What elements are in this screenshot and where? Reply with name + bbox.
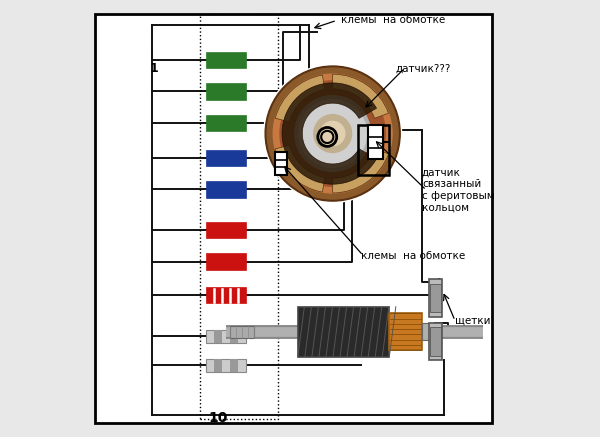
Bar <box>206 52 245 68</box>
Bar <box>275 152 287 175</box>
Bar <box>428 323 442 360</box>
Bar <box>214 329 222 343</box>
Bar <box>200 14 278 419</box>
Circle shape <box>295 96 370 171</box>
Text: клемы  на обмотке: клемы на обмотке <box>361 250 465 260</box>
Wedge shape <box>275 75 325 122</box>
Text: клемы  на обмотке: клемы на обмотке <box>341 15 446 25</box>
Bar <box>430 284 441 312</box>
Bar <box>230 359 238 372</box>
Bar <box>298 307 389 357</box>
Text: датчик???: датчик??? <box>396 63 451 73</box>
Circle shape <box>273 74 392 193</box>
Bar <box>206 253 245 270</box>
Text: 10: 10 <box>209 411 228 425</box>
Bar <box>206 181 245 198</box>
Bar <box>428 280 442 316</box>
Bar <box>206 329 245 343</box>
Bar <box>230 326 254 338</box>
Bar <box>389 313 422 350</box>
Bar <box>206 115 245 132</box>
Bar <box>422 323 439 340</box>
Circle shape <box>314 114 352 153</box>
Bar <box>358 125 389 175</box>
Wedge shape <box>275 145 325 192</box>
Bar <box>206 287 245 303</box>
Circle shape <box>264 65 401 202</box>
Text: датчик
связанный
с феритовым
кольцом: датчик связанный с феритовым кольцом <box>422 168 494 212</box>
Bar <box>230 329 238 343</box>
Circle shape <box>299 100 367 167</box>
Circle shape <box>280 81 385 186</box>
Text: щетки: щетки <box>455 316 490 326</box>
Circle shape <box>267 68 398 199</box>
Text: 1: 1 <box>149 62 158 75</box>
Bar <box>368 125 383 159</box>
Bar <box>206 83 245 100</box>
Polygon shape <box>282 83 377 184</box>
Bar <box>206 359 245 372</box>
Wedge shape <box>332 74 389 118</box>
Bar <box>206 150 245 166</box>
Wedge shape <box>332 149 389 193</box>
Circle shape <box>320 121 345 146</box>
Circle shape <box>265 66 400 201</box>
Bar <box>430 327 441 356</box>
Bar <box>214 359 222 372</box>
Bar <box>206 222 245 238</box>
